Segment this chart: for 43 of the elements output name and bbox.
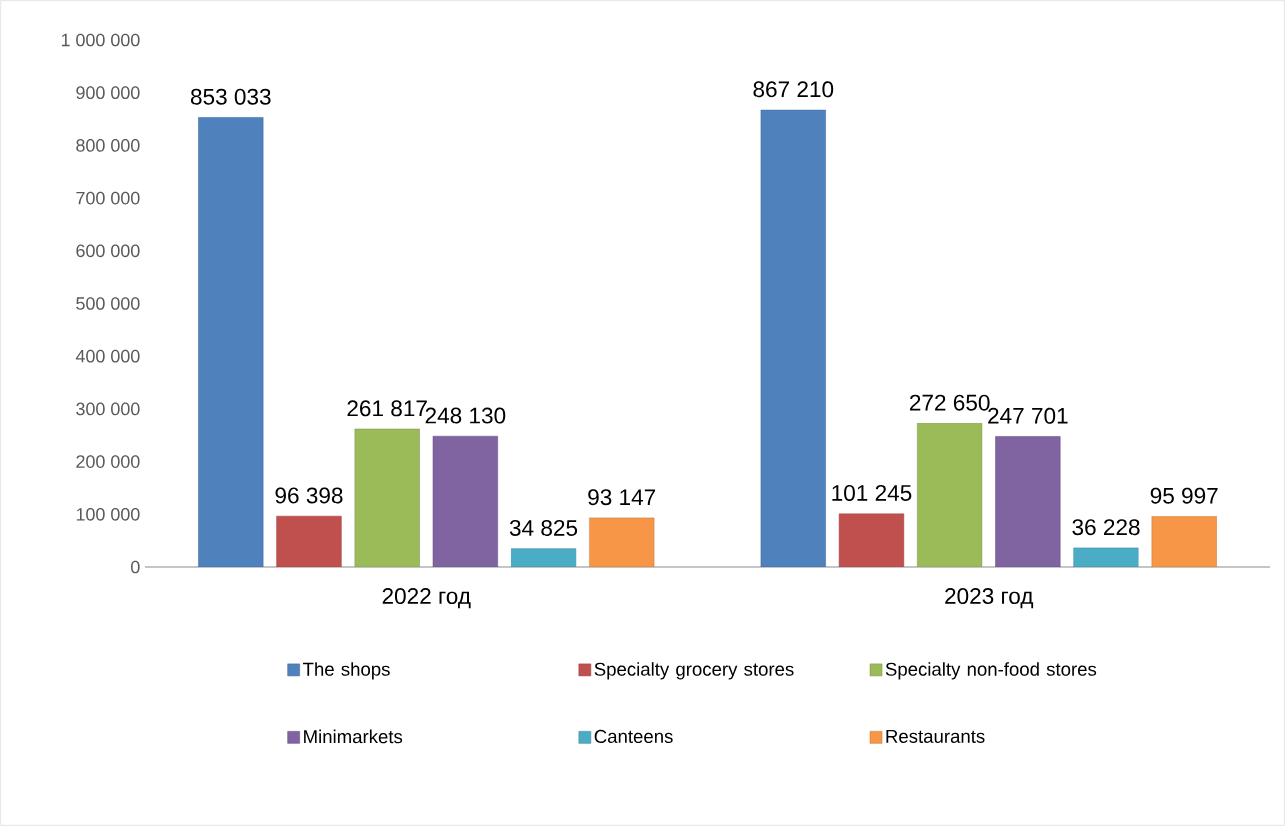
y-tick-label: 100 000	[76, 507, 140, 521]
legend-label: Canteens	[594, 729, 673, 744]
y-tick-label: 0	[131, 560, 140, 574]
y-tick-label: 300 000	[76, 402, 140, 416]
legend-label: Minimarkets	[304, 729, 403, 744]
y-tick-label: 800 000	[76, 139, 140, 152]
data-label: 101 245	[832, 484, 912, 501]
bar	[198, 117, 264, 567]
bar	[510, 548, 577, 567]
y-tick-label: 700 000	[76, 191, 140, 205]
y-tick-label: 400 000	[75, 349, 140, 363]
legend-label: The shops	[303, 662, 390, 680]
data-label: 248 130	[425, 407, 506, 424]
data-label: 34 825	[509, 519, 578, 536]
bar	[838, 513, 905, 567]
legend-label: Specialty grocery stores	[594, 662, 794, 680]
data-label: 95 997	[1150, 487, 1218, 504]
bar	[995, 436, 1061, 567]
data-label: 867 210	[753, 81, 834, 98]
legend-label: Restaurants	[886, 729, 985, 743]
bar	[1073, 547, 1139, 567]
bar	[917, 423, 983, 567]
x-tick-label: 2022 год	[382, 588, 471, 609]
bar	[276, 515, 342, 567]
data-label: 261 817	[347, 400, 427, 417]
y-tick-label: 1 000 000	[61, 33, 140, 47]
data-label: 272 650	[910, 394, 990, 411]
y-tick-label: 600 000	[76, 244, 140, 258]
data-label: 36 228	[1072, 519, 1140, 536]
legend-label: Specialty non-food stores	[885, 662, 1097, 680]
y-tick-label: 200 000	[76, 455, 140, 468]
data-label: 96 398	[275, 487, 343, 504]
data-label: 93 147	[588, 489, 656, 506]
bar	[589, 517, 655, 567]
x-tick-label: 2023 год	[945, 588, 1034, 609]
bar	[760, 109, 826, 567]
data-label: 853 033	[190, 88, 271, 105]
data-label: 247 701	[988, 407, 1068, 424]
y-tick-label: 500 000	[76, 297, 140, 310]
bar	[432, 435, 498, 567]
bar	[354, 428, 420, 567]
y-tick-label: 900 000	[76, 86, 140, 100]
bar	[1151, 516, 1217, 567]
